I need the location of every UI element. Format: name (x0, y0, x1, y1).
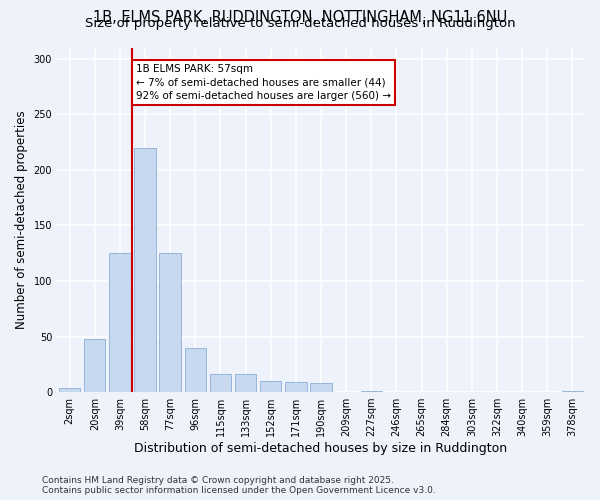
Bar (84, 338, 106, 392)
Bar (210, 374, 231, 392)
Bar (185, 348, 206, 392)
Bar (59, 388, 80, 392)
Text: Contains HM Land Registry data © Crown copyright and database right 2025.
Contai: Contains HM Land Registry data © Crown c… (42, 476, 436, 495)
Bar (562, 391, 583, 392)
Bar (361, 391, 382, 392)
Bar (260, 381, 281, 392)
Bar (310, 383, 332, 392)
Bar (285, 382, 307, 392)
Text: 1B ELMS PARK: 57sqm
← 7% of semi-detached houses are smaller (44)
92% of semi-de: 1B ELMS PARK: 57sqm ← 7% of semi-detache… (136, 64, 391, 100)
Bar (160, 253, 181, 392)
Bar (109, 253, 131, 392)
Text: Size of property relative to semi-detached houses in Ruddington: Size of property relative to semi-detach… (85, 18, 515, 30)
X-axis label: Distribution of semi-detached houses by size in Ruddington: Distribution of semi-detached houses by … (134, 442, 508, 455)
Bar (134, 148, 156, 392)
Text: 1B, ELMS PARK, RUDDINGTON, NOTTINGHAM, NG11 6NU: 1B, ELMS PARK, RUDDINGTON, NOTTINGHAM, N… (93, 10, 507, 25)
Y-axis label: Number of semi-detached properties: Number of semi-detached properties (15, 110, 28, 329)
Bar (235, 374, 256, 392)
